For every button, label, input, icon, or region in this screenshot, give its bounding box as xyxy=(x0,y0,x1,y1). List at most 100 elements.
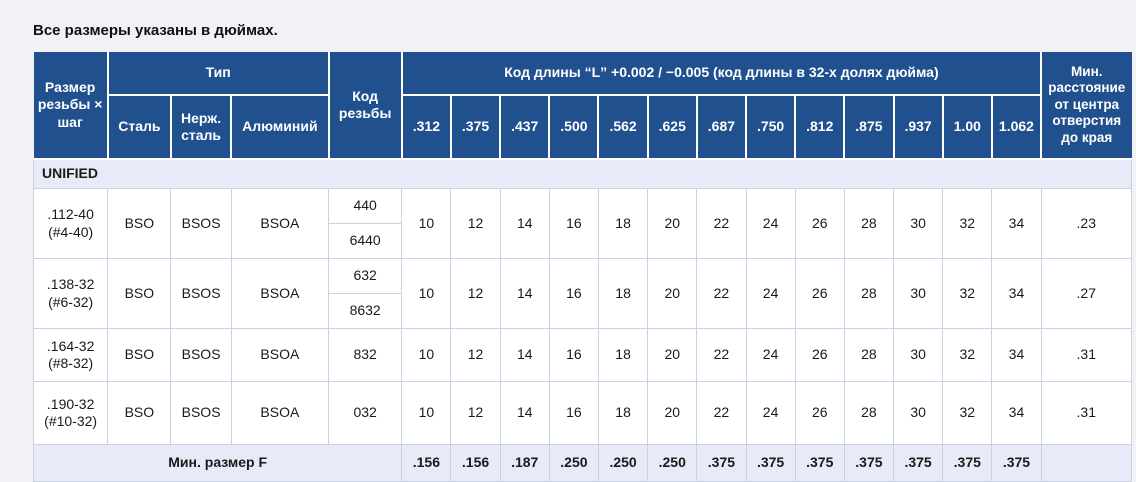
header-length-col: .625 xyxy=(646,94,698,160)
cell-l-value: 20 xyxy=(647,328,698,382)
cell-l-value: 12 xyxy=(450,381,501,445)
footer-f-value: .375 xyxy=(794,444,845,482)
header-min-distance: Мин. расстояние от центра отверстия до к… xyxy=(1040,52,1132,160)
cell-l-value: 28 xyxy=(843,188,895,259)
header-length-col: .562 xyxy=(597,94,649,160)
header-thread-code: Код резьбы xyxy=(327,52,403,160)
section-row-unified: UNIFIED xyxy=(33,158,1132,189)
table-row: .138-32 (#6-32) BSO BSOS BSOA 632 10 12 … xyxy=(32,258,1133,329)
cell-l-value: 22 xyxy=(696,258,747,329)
cell-thread-code: 632 xyxy=(328,258,403,294)
cell-l-value: 18 xyxy=(597,328,649,382)
cell-aluminum: BSOA xyxy=(230,381,330,445)
table-body: UNIFIED .112-40 (#4-40) BSO BSOS BSOA 44… xyxy=(32,158,1133,445)
cell-l-value: 28 xyxy=(843,258,895,329)
header-length-col: 1.062 xyxy=(990,94,1043,160)
cell-l-value: 16 xyxy=(548,188,599,259)
cell-l-value: 14 xyxy=(499,258,550,329)
header-length-col: .312 xyxy=(400,94,452,160)
header-length-col: .875 xyxy=(843,94,895,160)
table-row-sub: 6440 xyxy=(34,223,1132,259)
table-row-sub: 8632 xyxy=(34,293,1132,329)
cell-l-value: 18 xyxy=(597,381,649,445)
header-length-col: .500 xyxy=(548,94,600,160)
header-length-col: .437 xyxy=(499,94,551,160)
cell-l-value: 18 xyxy=(597,188,649,259)
cell-l-value: 26 xyxy=(794,328,845,382)
footer-min-distance-empty xyxy=(1040,444,1133,482)
cell-steel: BSO xyxy=(107,328,172,382)
header-length-col: .750 xyxy=(744,94,797,160)
cell-aluminum: BSOA xyxy=(230,188,330,259)
header-length-col: .812 xyxy=(794,94,846,160)
cell-l-value: 14 xyxy=(499,188,550,259)
footer-f-value: .187 xyxy=(499,444,550,482)
footer-f-value: .375 xyxy=(942,444,993,482)
cell-thread-code: 6440 xyxy=(328,223,403,259)
cell-l-value: 30 xyxy=(893,328,944,382)
footer-f-value: .375 xyxy=(991,444,1042,482)
cell-l-value: 32 xyxy=(942,328,993,382)
footer-f-value: .375 xyxy=(843,444,895,482)
header-length-col: .937 xyxy=(892,94,944,160)
cell-l-value: 28 xyxy=(843,328,895,382)
cell-thread-code: 440 xyxy=(328,188,403,224)
cell-l-value: 20 xyxy=(647,188,698,259)
cell-l-value: 34 xyxy=(991,258,1042,329)
cell-l-value: 34 xyxy=(991,328,1042,382)
footer-f-value: .250 xyxy=(548,444,599,482)
cell-stainless: BSOS xyxy=(170,381,232,445)
cell-l-value: 14 xyxy=(499,328,550,382)
cell-min-distance: .31 xyxy=(1040,381,1133,445)
header-aluminum: Алюминий xyxy=(230,94,330,160)
cell-min-distance: .27 xyxy=(1040,258,1133,329)
cell-l-value: 28 xyxy=(843,381,895,445)
cell-stainless: BSOS xyxy=(170,328,232,382)
section-label: UNIFIED xyxy=(33,158,1132,189)
table-row: .164-32 (#8-32) BSO BSOS BSOA 832 10 12 … xyxy=(32,328,1133,382)
cell-l-value: 16 xyxy=(548,328,599,382)
cell-l-value: 10 xyxy=(401,328,452,382)
cell-l-value: 16 xyxy=(548,381,599,445)
cell-l-value: 34 xyxy=(991,188,1042,259)
cell-l-value: 30 xyxy=(893,381,944,445)
page-title: Все размеры указаны в дюймах. xyxy=(33,22,278,39)
cell-thread-code: 832 xyxy=(328,328,403,382)
header-length-col: .375 xyxy=(449,94,502,160)
cell-l-value: 10 xyxy=(401,381,452,445)
cell-steel: BSO xyxy=(107,188,172,259)
cell-l-value: 12 xyxy=(450,188,501,259)
header-type-group: Тип xyxy=(106,52,330,96)
cell-l-value: 26 xyxy=(794,188,845,259)
header-steel: Сталь xyxy=(106,94,172,160)
footer-f-value: .375 xyxy=(893,444,944,482)
cell-l-value: 22 xyxy=(696,381,747,445)
footer-row: Мин. размер F .156 .156 .187 .250 .250 .… xyxy=(32,444,1133,482)
cell-l-value: 24 xyxy=(745,381,796,445)
cell-l-value: 24 xyxy=(745,188,796,259)
cell-aluminum: BSOA xyxy=(230,328,330,382)
cell-l-value: 20 xyxy=(647,258,698,329)
cell-l-value: 14 xyxy=(499,381,550,445)
cell-l-value: 18 xyxy=(597,258,649,329)
cell-stainless: BSOS xyxy=(170,188,232,259)
cell-l-value: 10 xyxy=(401,188,452,259)
thread-size-table: Размер резьбы × шаг Тип Код резьбы Код д… xyxy=(32,52,1133,482)
cell-steel: BSO xyxy=(107,258,172,329)
table-row: .112-40 (#4-40) BSO BSOS BSOA 440 10 12 … xyxy=(32,188,1133,259)
cell-l-value: 30 xyxy=(893,258,944,329)
cell-l-value: 22 xyxy=(696,188,747,259)
cell-size: .164-32 (#8-32) xyxy=(32,328,109,382)
header-stainless: Нерж. сталь xyxy=(169,94,233,160)
cell-l-value: 20 xyxy=(647,381,698,445)
cell-l-value: 22 xyxy=(696,328,747,382)
footer-f-value: .250 xyxy=(597,444,649,482)
cell-l-value: 32 xyxy=(942,258,993,329)
cell-l-value: 12 xyxy=(450,258,501,329)
cell-l-value: 12 xyxy=(450,328,501,382)
header-length-group: Код длины “L” +0.002 / −0.005 (код длины… xyxy=(400,52,1043,96)
cell-l-value: 24 xyxy=(745,328,796,382)
cell-aluminum: BSOA xyxy=(230,258,330,329)
footer-f-value: .156 xyxy=(401,444,452,482)
cell-size: .112-40 (#4-40) xyxy=(32,188,109,259)
